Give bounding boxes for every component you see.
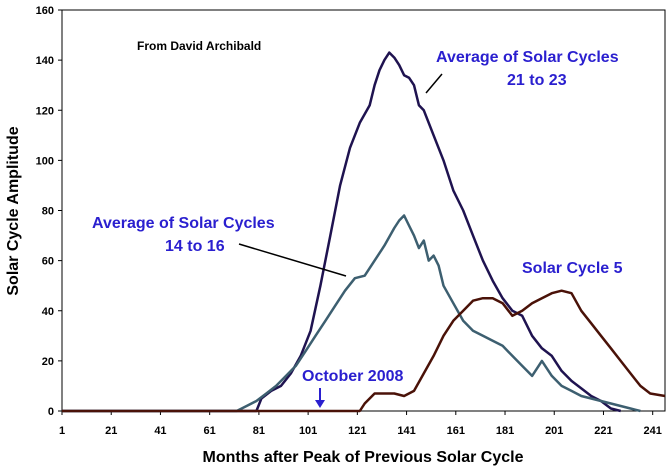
credit-text: From David Archibald bbox=[137, 39, 261, 53]
y-tick-label: 160 bbox=[36, 5, 54, 17]
annotation-cycles-14-16-line1: Average of Solar Cycles bbox=[92, 215, 275, 232]
annotation-cycles-21-23-line2: 21 to 23 bbox=[507, 72, 567, 89]
y-tick-label: 20 bbox=[42, 356, 54, 368]
x-tick-label: 181 bbox=[496, 425, 514, 437]
y-tick-label: 60 bbox=[42, 256, 54, 268]
x-tick-label: 21 bbox=[105, 425, 117, 437]
x-tick-label: 201 bbox=[545, 425, 563, 437]
series-lines bbox=[62, 51, 666, 413]
annotation-pointer-cycles-14-16 bbox=[238, 243, 347, 277]
y-tick-label: 140 bbox=[36, 55, 54, 67]
x-tick-label: 81 bbox=[253, 425, 265, 437]
annotation-solar-cycle-5: Solar Cycle 5 bbox=[522, 260, 623, 277]
x-tick-label: 121 bbox=[348, 425, 366, 437]
annotation-october-2008: October 2008 bbox=[302, 368, 403, 385]
plot-area bbox=[61, 9, 666, 412]
x-tick-label: 41 bbox=[154, 425, 166, 437]
y-axis-title: Solar Cycle Amplitude bbox=[5, 126, 22, 295]
x-tick-label: 241 bbox=[644, 425, 662, 437]
annotation-cycles-21-23-line1: Average of Solar Cycles bbox=[436, 49, 619, 66]
annotation-pointer-cycles-21-23 bbox=[425, 73, 443, 94]
x-tick-label: 161 bbox=[447, 425, 465, 437]
x-tick-label: 141 bbox=[397, 425, 415, 437]
x-axis-title: Months after Peak of Previous Solar Cycl… bbox=[203, 449, 524, 466]
y-tick-label: 100 bbox=[36, 155, 54, 167]
x-tick-label: 1 bbox=[59, 425, 65, 437]
x-tick-label: 221 bbox=[594, 425, 612, 437]
y-axis-ticks: 0 20 40 60 80 100 120 140 160 bbox=[36, 5, 62, 418]
x-tick-label: 61 bbox=[204, 425, 216, 437]
series-line-solar-cycle-5 bbox=[62, 289, 666, 413]
series-line-average-of-solar-cycles-14-to-16 bbox=[62, 214, 641, 413]
series-line-average-of-solar-cycles-21-to-23 bbox=[62, 51, 622, 413]
y-tick-label: 120 bbox=[36, 105, 54, 117]
x-axis-ticks: 1 21 41 61 81 101 121 141 161 181 201 221 241 bbox=[59, 411, 662, 437]
y-tick-label: 0 bbox=[48, 406, 54, 418]
october-2008-arrow-head bbox=[315, 400, 325, 408]
y-tick-label: 40 bbox=[42, 306, 54, 318]
x-tick-label: 101 bbox=[299, 425, 317, 437]
annotation-cycles-14-16-line2: 14 to 16 bbox=[165, 238, 225, 255]
y-tick-label: 80 bbox=[42, 206, 54, 218]
